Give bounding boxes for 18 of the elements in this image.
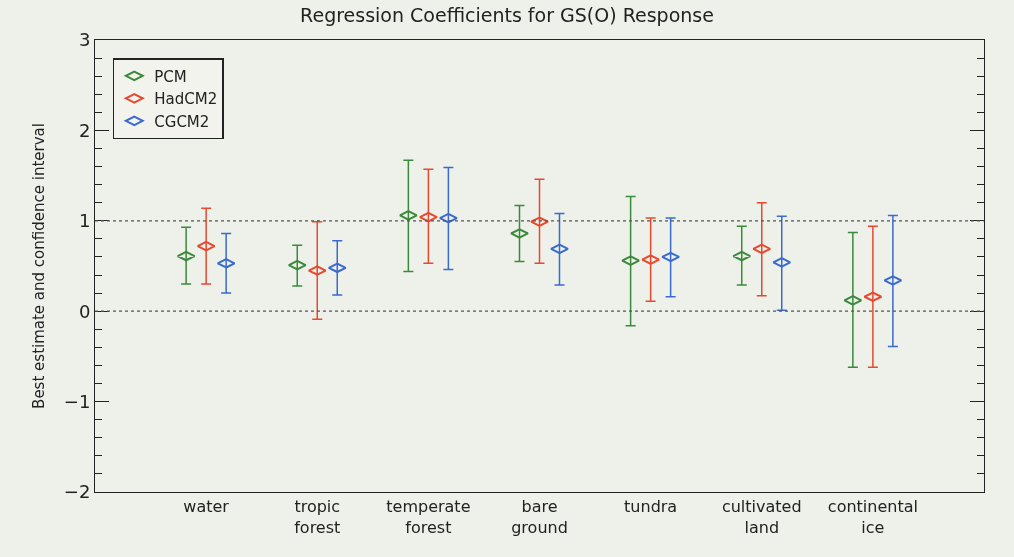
x-tick-label: bare ground — [511, 497, 568, 537]
x-tick-label: cultivated land — [721, 497, 802, 537]
legend-label: PCM — [154, 67, 187, 86]
y-axis-title: Best estimate and confidence interval — [30, 123, 49, 409]
x-tick-label: tundra — [624, 497, 678, 517]
y-tick-label: 3 — [78, 29, 91, 51]
x-tick-label: tropic forest — [294, 497, 341, 537]
y-tick-label: 0 — [78, 300, 91, 322]
y-tick-label: −1 — [63, 390, 91, 412]
legend-label: CGCM2 — [154, 112, 210, 131]
x-tick-label: continental ice — [827, 497, 918, 537]
x-tick-label: water — [183, 497, 230, 517]
chart-title: Regression Coefficients for GS(O) Response — [300, 3, 714, 26]
y-tick-label: −2 — [63, 481, 91, 503]
x-tick-label: temperate forest — [386, 497, 471, 537]
y-tick-label: 1 — [78, 210, 91, 232]
legend-label: HadCM2 — [154, 90, 218, 109]
y-tick-label: 2 — [78, 119, 91, 141]
